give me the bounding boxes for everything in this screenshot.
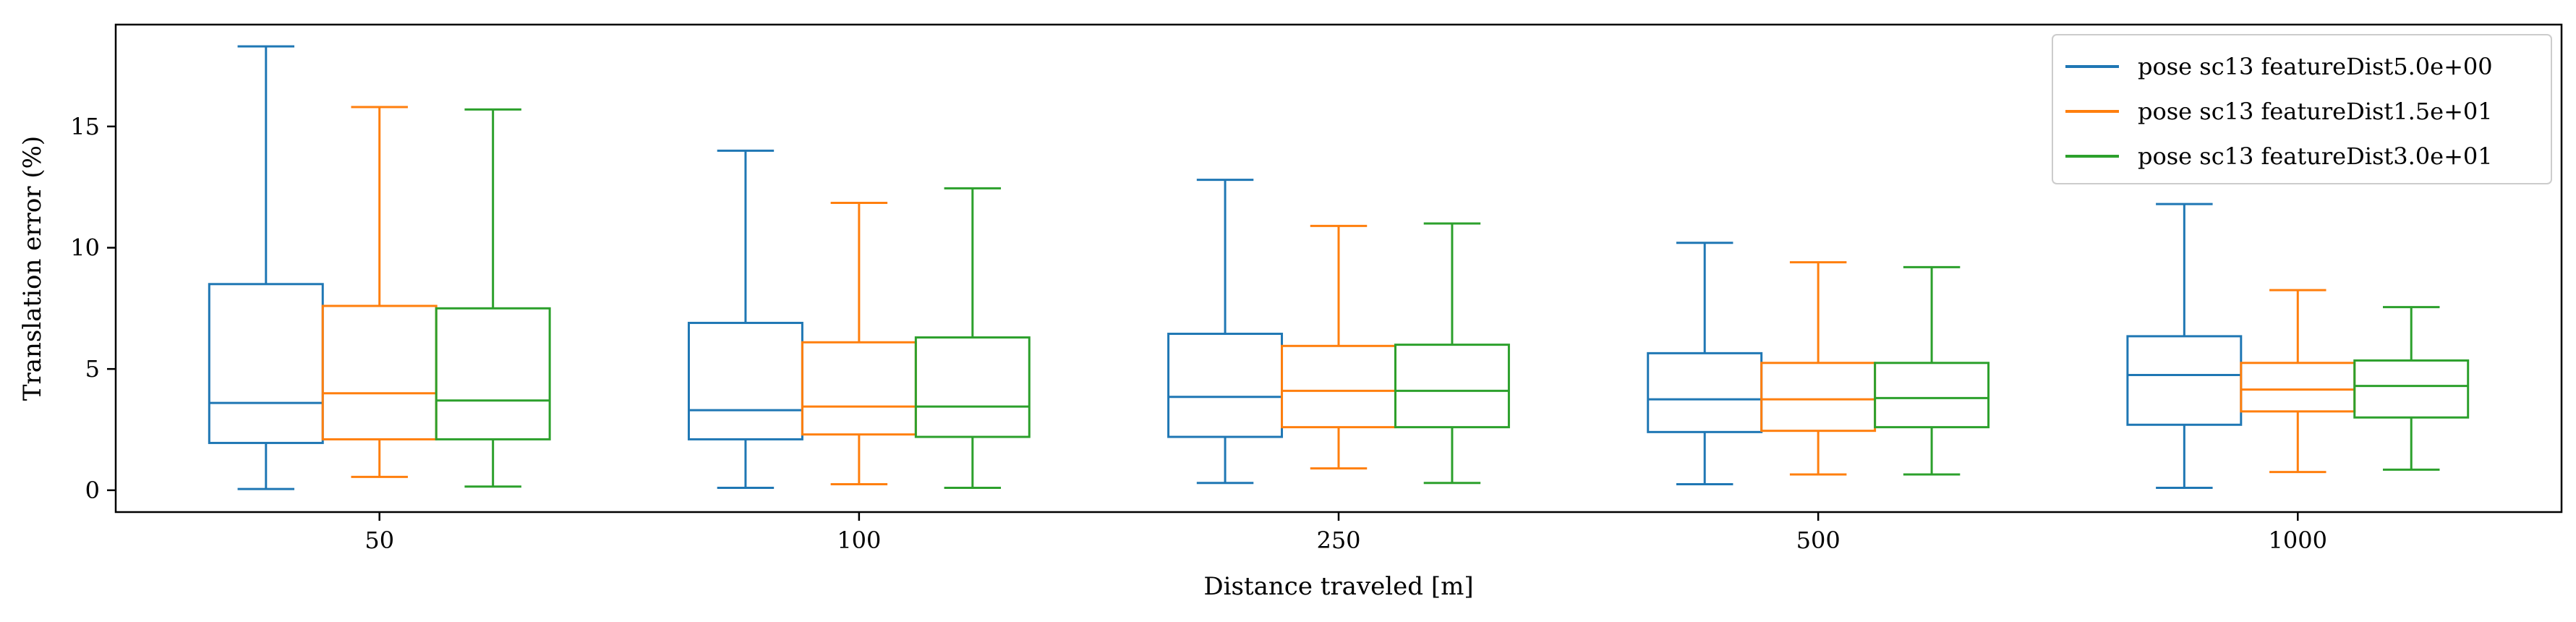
box <box>687 149 803 489</box>
box-iqr <box>1760 362 1877 433</box>
box <box>208 45 324 490</box>
box <box>321 106 438 478</box>
box <box>914 187 1031 489</box>
box-iqr <box>1874 362 1990 429</box>
box <box>435 108 551 488</box>
box <box>801 201 917 485</box>
box <box>2240 289 2356 474</box>
box <box>1874 265 1990 476</box>
x-axis-label: Distance traveled [m] <box>1203 572 1473 601</box>
box-iqr <box>2240 362 2356 413</box>
box-iqr <box>435 307 551 440</box>
box-iqr <box>2353 359 2470 419</box>
box <box>2126 203 2243 489</box>
box-iqr <box>321 304 438 440</box>
x-axis: 50 100 250 500 1000 <box>364 512 2327 554</box>
y-axis-label: Translation error (%) <box>18 136 47 401</box>
box-iqr <box>1281 344 1396 429</box>
x-tick-label: 250 <box>1316 527 1360 554</box>
y-axis: 0 5 10 15 <box>70 113 116 504</box>
y-tick-label: 5 <box>85 355 100 383</box>
x-tick-label: 100 <box>837 527 881 554</box>
legend: pose sc13 featureDist5.0e+00 pose sc13 fe… <box>2052 34 2552 184</box>
box <box>1281 224 1396 470</box>
legend-frame <box>2052 34 2552 184</box>
x-tick-label: 500 <box>1796 527 1841 554</box>
box <box>1647 242 1763 485</box>
box-iqr <box>801 341 917 436</box>
box-iqr <box>2126 335 2243 426</box>
box-iqr <box>687 321 803 440</box>
box <box>2353 306 2470 471</box>
box <box>1167 179 1284 485</box>
y-tick-label: 15 <box>70 113 100 140</box>
x-tick-label: 1000 <box>2269 527 2327 554</box>
plot-marks <box>208 45 2470 490</box>
legend-entry-label: pose sc13 featureDist3.0e+01 <box>2138 142 2493 170</box>
x-tick-label: 50 <box>364 527 394 554</box>
box <box>1394 222 1510 485</box>
y-tick-label: 10 <box>70 234 100 261</box>
box-iqr <box>1394 344 1510 429</box>
legend-entry-label: pose sc13 featureDist1.5e+01 <box>2138 98 2493 125</box>
box-iqr <box>1647 352 1763 433</box>
box <box>1760 261 1877 476</box>
y-tick-label: 0 <box>85 477 100 504</box>
box-iqr <box>1167 333 1284 438</box>
box-iqr <box>208 283 324 444</box>
legend-entry-label: pose sc13 featureDist5.0e+00 <box>2138 53 2493 80</box>
box-iqr <box>914 336 1031 438</box>
